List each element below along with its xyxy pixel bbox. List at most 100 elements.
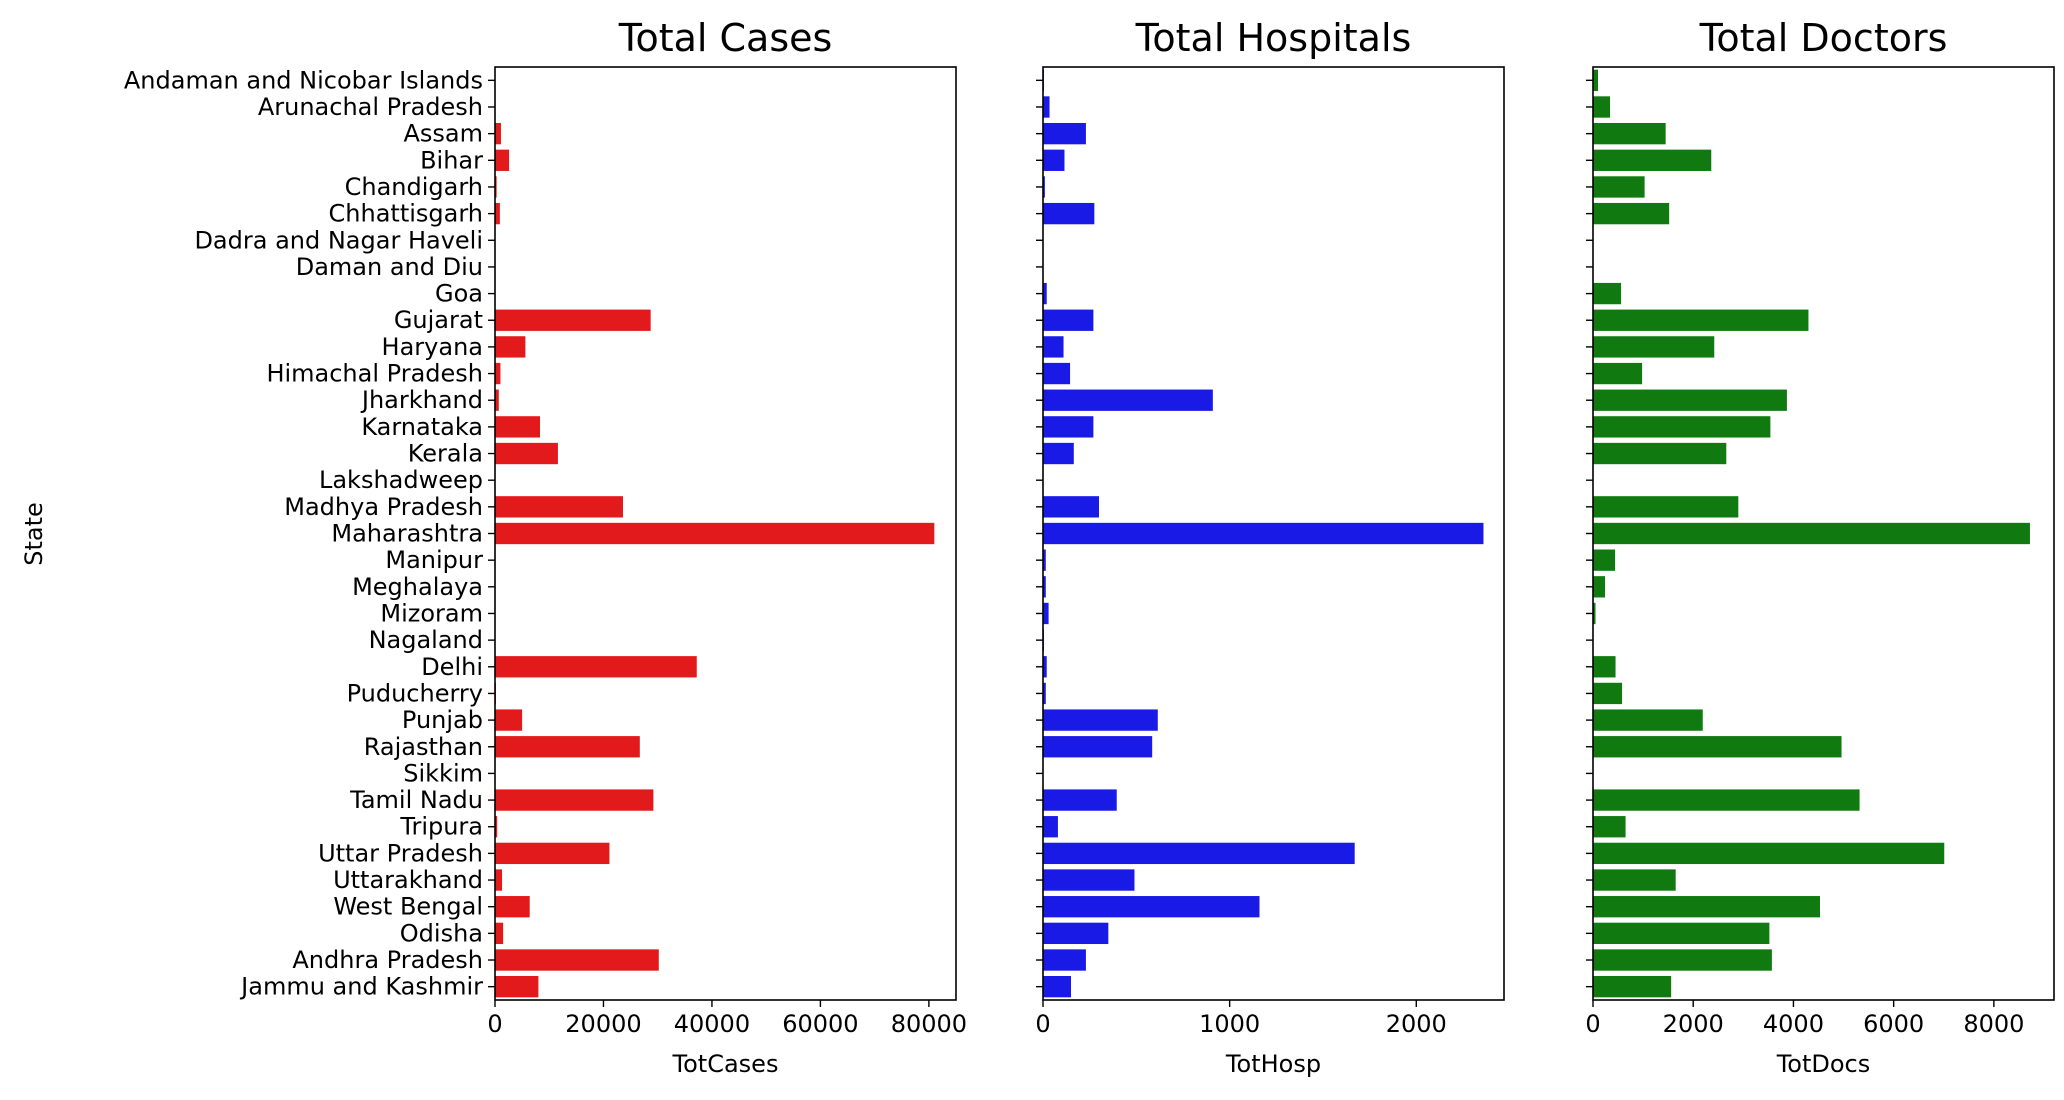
bar-meghalaya bbox=[1043, 576, 1046, 598]
y-tick-label: Chandigarh bbox=[345, 173, 483, 201]
bar-bihar bbox=[1043, 149, 1065, 171]
bar-delhi bbox=[1593, 656, 1616, 678]
y-tick-label: Himachal Pradesh bbox=[266, 360, 483, 388]
bar-uttarakhand bbox=[495, 869, 503, 891]
x-tick-label: 40000 bbox=[674, 1010, 750, 1038]
y-tick-label: Maharashtra bbox=[331, 520, 483, 548]
bar-jammu-and-kashmir bbox=[1593, 976, 1672, 998]
y-tick-label: Rajasthan bbox=[364, 733, 483, 761]
bar-assam bbox=[1043, 122, 1086, 145]
y-tick-label: Puducherry bbox=[347, 679, 483, 707]
bar-assam bbox=[1593, 122, 1666, 145]
y-axis-label: State bbox=[20, 502, 48, 566]
bar-tripura bbox=[1043, 816, 1058, 838]
bar-andhra-pradesh bbox=[495, 949, 659, 971]
bar-punjab bbox=[1043, 709, 1158, 731]
bar-maharashtra bbox=[495, 522, 935, 545]
bar-arunachal-pradesh bbox=[1043, 96, 1050, 118]
bar-puducherry bbox=[1593, 682, 1623, 705]
bar-mizoram bbox=[1593, 602, 1596, 625]
bar-odisha bbox=[1043, 922, 1109, 945]
bar-jharkhand bbox=[495, 389, 499, 411]
bar-assam bbox=[495, 122, 501, 145]
bar-chandigarh bbox=[495, 176, 497, 198]
panel-title: Total Doctors bbox=[1699, 16, 1948, 60]
y-tick-label: Gujarat bbox=[394, 306, 483, 334]
x-tick-label: 80000 bbox=[891, 1010, 967, 1038]
y-tick-label: Lakshadweep bbox=[319, 466, 483, 494]
bar-jharkhand bbox=[1593, 389, 1787, 411]
bar-chhattisgarh bbox=[495, 202, 500, 225]
x-tick-label: 2000 bbox=[1386, 1010, 1447, 1038]
bar-haryana bbox=[495, 336, 526, 358]
bar-jammu-and-kashmir bbox=[495, 976, 539, 998]
y-tick-label: Dadra and Nagar Haveli bbox=[194, 226, 483, 254]
bar-madhya-pradesh bbox=[495, 496, 623, 518]
bar-haryana bbox=[1593, 336, 1715, 358]
bar-tamil-nadu bbox=[1043, 789, 1117, 811]
y-tick-label: Jammu and Kashmir bbox=[239, 973, 483, 1001]
bar-madhya-pradesh bbox=[1043, 496, 1099, 518]
x-axis-label: TotHosp bbox=[1225, 1050, 1321, 1078]
x-axis-label: TotCases bbox=[672, 1050, 779, 1078]
bar-madhya-pradesh bbox=[1593, 496, 1739, 518]
y-tick-label: Madhya Pradesh bbox=[284, 493, 483, 521]
bar-bihar bbox=[1593, 149, 1712, 171]
bar-kerala bbox=[1043, 442, 1074, 465]
y-tick-label: Kerala bbox=[408, 440, 483, 468]
bar-odisha bbox=[495, 922, 504, 945]
bar-kerala bbox=[495, 442, 558, 465]
x-tick-label: 2000 bbox=[1663, 1010, 1724, 1038]
bar-west-bengal bbox=[1593, 896, 1820, 918]
bar-andhra-pradesh bbox=[1593, 949, 1772, 971]
bar-punjab bbox=[1593, 709, 1703, 731]
bar-manipur bbox=[1593, 549, 1616, 571]
bar-kerala bbox=[1593, 442, 1727, 465]
y-tick-label: Haryana bbox=[382, 333, 483, 361]
y-tick-label: West Bengal bbox=[333, 893, 483, 921]
bar-uttar-pradesh bbox=[495, 842, 610, 865]
y-tick-label: Punjab bbox=[402, 706, 483, 734]
x-tick-label: 8000 bbox=[1963, 1010, 2024, 1038]
bar-karnataka bbox=[495, 416, 541, 438]
bar-uttarakhand bbox=[1593, 869, 1676, 891]
bar-andhra-pradesh bbox=[1043, 949, 1086, 971]
panel-total-doctors: 0 2000 4000 6000 8000 TotDocs Total Doctors bbox=[1585, 16, 2055, 1078]
bar-arunachal-pradesh bbox=[1593, 96, 1611, 118]
y-tick-label: Tamil Nadu bbox=[349, 786, 483, 814]
bar-gujarat bbox=[1593, 309, 1809, 331]
y-tick-label: Mizoram bbox=[380, 599, 483, 627]
x-tick-label: 60000 bbox=[782, 1010, 858, 1038]
bar-haryana bbox=[1043, 336, 1064, 358]
y-tick-label: Sikkim bbox=[403, 759, 483, 787]
bar-jammu-and-kashmir bbox=[1043, 976, 1071, 998]
y-tick-label: Meghalaya bbox=[352, 573, 483, 601]
bar-west-bengal bbox=[495, 896, 530, 918]
bar-goa bbox=[1593, 282, 1622, 305]
y-tick-label: Arunachal Pradesh bbox=[258, 93, 483, 121]
y-tick-label: Chhattisgarh bbox=[329, 200, 483, 228]
panel-title: Total Cases bbox=[618, 16, 833, 60]
bar-jharkhand bbox=[1043, 389, 1213, 411]
bar-delhi bbox=[1043, 656, 1047, 678]
bar-tripura bbox=[495, 816, 498, 838]
bar-karnataka bbox=[1043, 416, 1094, 438]
y-tick-label: Karnataka bbox=[361, 413, 483, 441]
bar-gujarat bbox=[495, 309, 651, 331]
x-tick-label: 0 bbox=[1585, 1010, 1600, 1038]
bar-himachal-pradesh bbox=[1043, 362, 1071, 385]
bar-rajasthan bbox=[1593, 736, 1842, 758]
bar-punjab bbox=[495, 709, 523, 731]
panel-total-hospitals: 0 1000 2000 TotHosp Total Hospitals bbox=[1035, 16, 1505, 1078]
bar-andaman-and-nicobar-islands bbox=[1593, 69, 1599, 91]
y-tick-label: Odisha bbox=[400, 919, 483, 947]
x-tick-label: 0 bbox=[487, 1010, 502, 1038]
y-tick-label: Andhra Pradesh bbox=[292, 946, 483, 974]
x-tick-label: 4000 bbox=[1763, 1010, 1824, 1038]
y-tick-label: Jharkhand bbox=[360, 386, 483, 414]
y-tick-label: Uttar Pradesh bbox=[318, 839, 483, 867]
bar-tripura bbox=[1593, 816, 1626, 838]
bar-meghalaya bbox=[1593, 576, 1606, 598]
